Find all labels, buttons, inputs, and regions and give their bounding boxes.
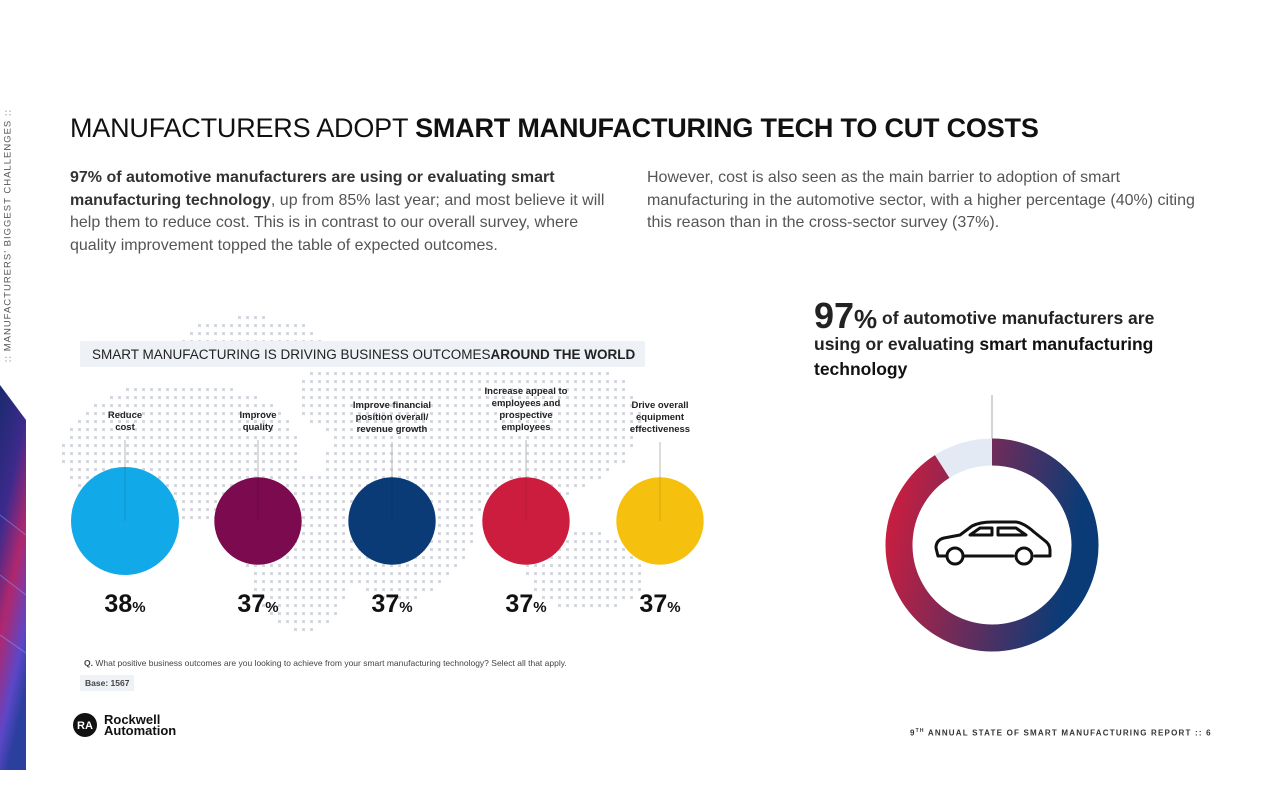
svg-text:RA: RA — [77, 720, 93, 732]
stat-callout: 97% of automotive manufacturers are usin… — [814, 295, 1155, 380]
bubble-value-2: 37% — [237, 590, 278, 618]
bubble-2 — [214, 477, 302, 565]
car-icon — [934, 520, 1052, 566]
decorative-side-art — [0, 385, 27, 770]
bubble-1 — [71, 467, 179, 575]
bubble-value-5: 37% — [639, 590, 680, 618]
intro-left-paragraph: 97% of automotive manufacturers are usin… — [70, 169, 605, 254]
bubble-value-3: 37% — [371, 590, 412, 618]
rockwell-logo-mark: RA — [73, 713, 97, 737]
rockwell-logo-text: Rockwell Automation — [104, 712, 177, 738]
adoption-donut-chart — [885, 395, 1099, 652]
chart-heading: SMART MANUFACTURING IS DRIVING BUSINESS … — [80, 341, 645, 367]
page-title: MANUFACTURERS ADOPT SMART MANUFACTURING … — [70, 113, 1039, 143]
bubble-value-4: 37% — [505, 590, 546, 618]
stat-value: 97% — [814, 295, 878, 336]
bubble-4 — [482, 477, 570, 565]
category-label-4: Increase appeal to employees and prospecti… — [485, 386, 568, 433]
base-count-badge: Base: 1567 — [80, 675, 135, 691]
bubble-value-1: 38% — [104, 590, 145, 618]
survey-question-footnote: Q. What positive business outcomes are y… — [84, 658, 567, 668]
bubble-5 — [616, 477, 704, 565]
donut-value-arc — [885, 438, 1099, 652]
category-label-2: Improve quality — [240, 410, 277, 433]
report-footer: 9TH ANNUAL STATE OF SMART MANUFACTURING … — [910, 728, 1212, 738]
bubble-chart: Reduce cost 38% Improve quality 37% Improve fi… — [71, 386, 704, 618]
category-label-5: Drive overall equipment effectiveness — [630, 400, 690, 435]
bubble-3 — [348, 477, 436, 565]
category-label-1: Reduce cost — [108, 410, 142, 433]
category-label-3: Improve financial position overall/revenu… — [353, 400, 431, 435]
intro-right-paragraph: However, cost is also seen as the main b… — [647, 169, 1195, 231]
